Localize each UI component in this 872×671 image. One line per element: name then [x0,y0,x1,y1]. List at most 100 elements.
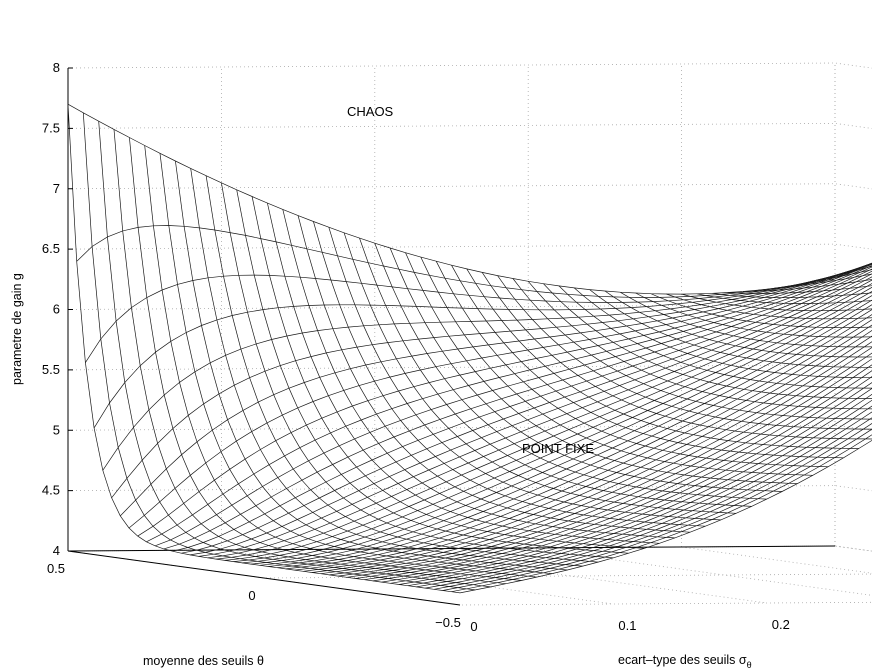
surface-line-sigma [666,293,872,320]
surface-line-sigma [620,291,872,348]
surface-line-theta [355,370,872,579]
surface-line-sigma [98,121,491,588]
surface-line-theta [85,271,853,363]
surface-line-sigma [819,262,872,283]
surface-line-sigma [328,227,721,521]
grid-line-z [67,62,872,69]
surface-line-theta [250,304,872,565]
grid-line-z [67,122,872,129]
surface-line-sigma [573,287,872,379]
surface-line-sigma [405,252,798,484]
surface-line-sigma [175,160,568,571]
surface-line-theta [146,265,872,543]
surface-line-sigma [236,189,629,554]
surface-line-theta [76,225,844,298]
surface-line-sigma [435,261,829,468]
surface-line-sigma [205,175,599,563]
surface-line-theta [442,428,872,591]
surface-line-theta [277,319,872,569]
surface-line-theta [207,283,872,559]
grid-line-sigma-floor [681,546,872,574]
surface-line-theta [259,309,872,566]
surface-line-sigma [282,209,675,539]
surface-line-theta [154,266,872,547]
surface-line-sigma [251,196,645,549]
z-tick-label: 7 [53,181,60,196]
surface-line-sigma [159,153,553,574]
surface-line-theta [93,267,862,429]
surface-line-theta [372,382,872,582]
z-tick-label: 7.5 [42,120,60,135]
surface-line-sigma [834,263,872,280]
annotation-point-fixe: POINT FIXE [522,441,594,456]
x-tick-label: 0.5 [47,561,65,576]
surface-line-sigma [681,293,872,312]
z-tick-label: 5.5 [42,362,60,377]
surface-line-theta [242,299,872,564]
x-tick-label: −0.5 [435,615,461,630]
surface-line-theta [224,290,872,561]
surface-line-theta [311,341,872,573]
surface-line-sigma [635,292,872,338]
surface-line-sigma [804,263,872,285]
surface-line-theta [268,314,872,567]
surface-line-theta [337,358,872,577]
y-axis-label-main: ecart–type des seuils σ [618,653,747,667]
surface-line-sigma [758,273,872,291]
surface-line-sigma [727,285,872,294]
surface-line-theta [320,346,872,575]
surface-line-sigma [481,272,872,440]
surface-mesh [67,103,872,594]
surface-line-sigma [742,279,872,292]
surface-line-theta [329,352,872,576]
surface-line-theta [216,286,872,560]
surface-line-sigma [558,285,872,389]
z-tick-label: 4.5 [42,483,60,498]
surface-line-theta [181,273,872,554]
surface-line-theta [128,263,872,529]
surface-line-sigma [190,168,583,567]
z-axis-label: parametre de gain g [10,273,24,385]
y-axis-label-subscript: θ [747,660,752,670]
grid-line-z [67,485,872,492]
surface-line-sigma [712,292,872,299]
z-tick-label: 5 [53,422,60,437]
grid-line-z [67,183,872,190]
surface-line-sigma [420,256,813,476]
surface-line-sigma [527,281,872,410]
z-tick-label: 8 [53,60,60,75]
surface-line-sigma [343,232,737,514]
surface-line-sigma [589,289,872,368]
surface-line-sigma [313,221,706,527]
surface-line-sigma [359,237,752,507]
surface-line-sigma [543,283,872,399]
y-tick-label: 0.1 [618,618,636,633]
surface-line-theta [137,263,872,537]
surface-line-sigma [696,293,872,304]
surface-line-sigma [144,145,537,578]
surface-line-theta [346,364,872,578]
surface-line-sigma [267,203,660,544]
surface-line-sigma [497,275,872,430]
surface-line-theta [407,405,872,587]
grid-line-z [67,545,872,552]
surface-line-theta [120,262,872,517]
surface-line-sigma [451,265,844,459]
surface-line-theta [102,264,870,471]
surface-line-theta [390,393,872,584]
annotation-chaos: CHAOS [347,104,394,119]
z-tick-label: 6.5 [42,241,60,256]
surface-line-sigma [297,215,691,533]
surface-line-theta [364,376,872,581]
y-tick-label: 0 [470,619,477,634]
surface-line-sigma [466,268,859,449]
surface-line-sigma [113,129,507,585]
x-tick-label: 0 [248,588,255,603]
surface-line-theta [451,434,872,593]
surface-line-theta [189,276,872,556]
surface-line-theta [398,399,872,585]
surface-line-sigma [604,290,872,358]
surface-line-theta [459,439,872,594]
surface-line-theta [172,270,872,552]
surface-line-theta [67,103,836,295]
